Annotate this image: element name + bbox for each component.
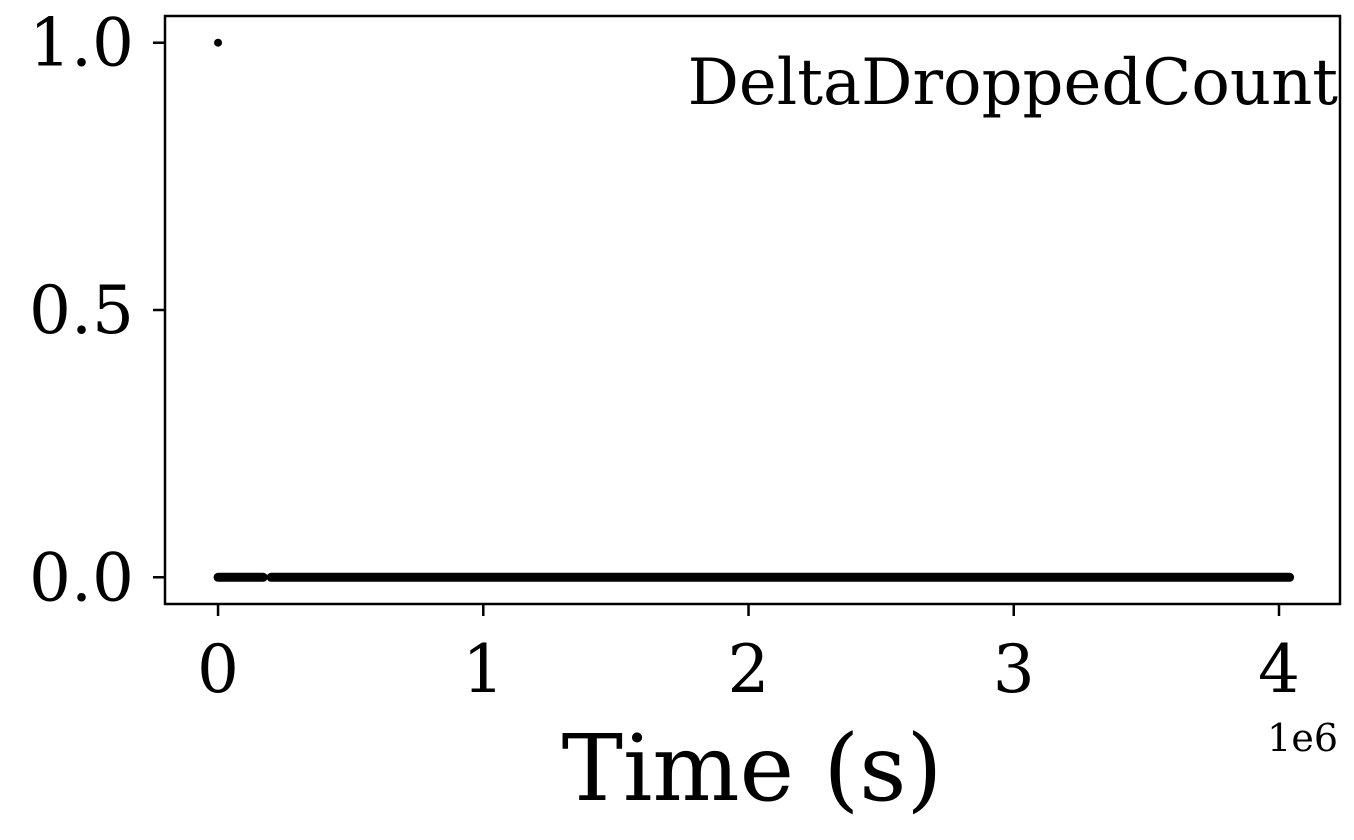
x-axis-label: Time (s) xyxy=(562,715,943,822)
data-marks xyxy=(213,38,1295,582)
data-point xyxy=(214,38,223,47)
x-tick-label: 4 xyxy=(1258,631,1300,708)
y-tick-label: 1.0 xyxy=(29,5,134,82)
y-tick-label: 0.0 xyxy=(29,539,134,616)
x-tick-label: 3 xyxy=(993,631,1035,708)
x-tick-label: 1 xyxy=(462,631,504,708)
x-axis-offset: 1e6 xyxy=(1267,716,1338,760)
y-axis-ticks: 0.0 0.5 1.0 xyxy=(29,5,165,616)
x-tick-label: 0 xyxy=(197,631,239,708)
series-annotation: DeltaDroppedCount xyxy=(688,46,1339,120)
x-tick-label: 2 xyxy=(728,631,770,708)
x-axis-ticks: 0 1 2 3 4 xyxy=(197,604,1300,708)
y-tick-label: 0.5 xyxy=(29,272,134,349)
